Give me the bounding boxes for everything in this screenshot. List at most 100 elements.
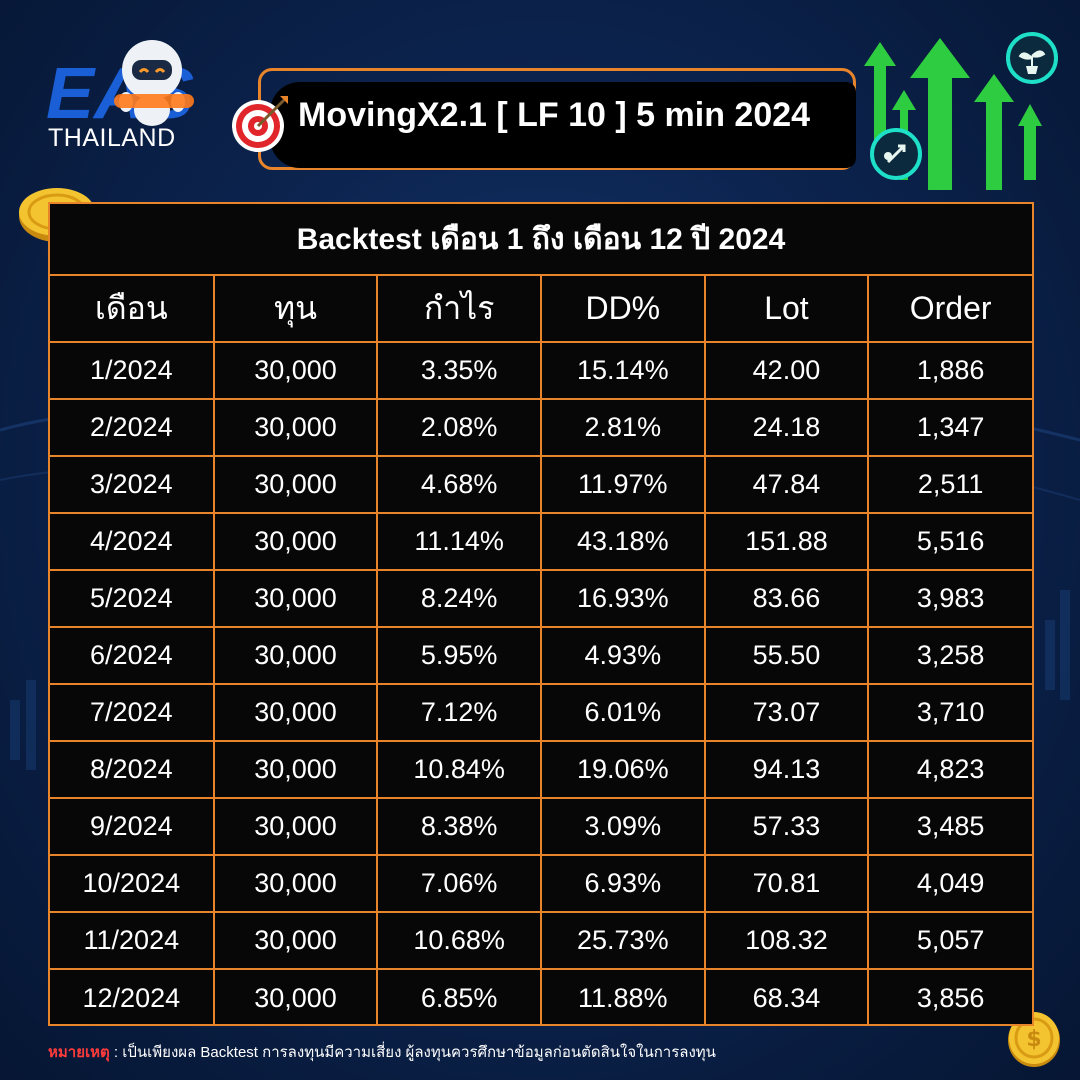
table-cell: 16.93% <box>539 569 706 628</box>
page-title: MovingX2.1 [ LF 10 ] 5 min 2024 <box>298 96 811 134</box>
table-cell: 47.84 <box>703 455 870 514</box>
table-cell: 42.00 <box>703 341 870 400</box>
table-cell: 3.09% <box>539 797 706 856</box>
table-cell: 10.84% <box>376 740 542 799</box>
table-cell: 5,516 <box>867 512 1032 571</box>
table-cell: 3,258 <box>867 626 1032 685</box>
table-cell: 4/2024 <box>50 512 215 571</box>
table-cell: 15.14% <box>539 341 706 400</box>
table-cell: 30,000 <box>212 341 379 400</box>
table-cell: 151.88 <box>703 512 870 571</box>
column-header: Order <box>867 276 1032 343</box>
table-cell: 10/2024 <box>50 854 215 913</box>
table-cell: 83.66 <box>703 569 870 628</box>
column-header: กำไร <box>376 276 542 343</box>
table-cell: 3,710 <box>867 683 1032 742</box>
table-cell: 6.01% <box>539 683 706 742</box>
table-cell: 30,000 <box>212 455 379 514</box>
table-cell: 11/2024 <box>50 911 215 970</box>
table-cell: 5,057 <box>867 911 1032 970</box>
table-cell: 4.68% <box>376 455 542 514</box>
table-cell: 7.12% <box>376 683 542 742</box>
table-cell: 2,511 <box>867 455 1032 514</box>
table-cell: 3,485 <box>867 797 1032 856</box>
growth-arrows-icon <box>864 32 1058 190</box>
table-cell: 30,000 <box>212 797 379 856</box>
table-cell: 11.97% <box>539 455 706 514</box>
table-cell: 24.18 <box>703 398 870 457</box>
table-row: 8/2024 30,000 10.84% 19.06% 94.13 4,823 <box>50 740 1032 799</box>
column-header: Lot <box>703 276 870 343</box>
table-cell: 108.32 <box>703 911 870 970</box>
table-cell: 7/2024 <box>50 683 215 742</box>
table-cell: 57.33 <box>703 797 870 856</box>
table-cell: 2/2024 <box>50 398 215 457</box>
table-cell: 10.68% <box>376 911 542 970</box>
title-banner <box>270 82 856 168</box>
table-cell: 7.06% <box>376 854 542 913</box>
column-header: เดือน <box>50 276 215 343</box>
table-cell: 30,000 <box>212 740 379 799</box>
table-cell: 68.34 <box>703 968 870 1026</box>
table-row: 10/2024 30,000 7.06% 6.93% 70.81 4,049 <box>50 854 1032 913</box>
table-cell: 12/2024 <box>50 968 215 1026</box>
table-row: 7/2024 30,000 7.12% 6.01% 73.07 3,710 <box>50 683 1032 742</box>
table-cell: 5.95% <box>376 626 542 685</box>
table-cell: 4.93% <box>539 626 706 685</box>
table-row: 9/2024 30,000 8.38% 3.09% 57.33 3,485 <box>50 797 1032 856</box>
table-cell: 8/2024 <box>50 740 215 799</box>
backtest-table: Backtest เดือน 1 ถึง เดือน 12 ปี 2024 เด… <box>48 202 1034 1026</box>
table-row: 11/2024 30,000 10.68% 25.73% 108.32 5,057 <box>50 911 1032 970</box>
note-text: : เป็นเพียงผล Backtest การลงทุนมีความเสี… <box>109 1044 716 1061</box>
disclaimer-note: หมายเหตุ : เป็นเพียงผล Backtest การลงทุน… <box>48 1040 716 1064</box>
table-row: 3/2024 30,000 4.68% 11.97% 47.84 2,511 <box>50 455 1032 514</box>
results-table: เดือน ทุน กำไร DD% Lot Order 1/2024 30,000 3.35… <box>50 276 1032 1026</box>
table-cell: 30,000 <box>212 626 379 685</box>
note-label: หมายเหตุ <box>48 1044 110 1061</box>
table-cell: 9/2024 <box>50 797 215 856</box>
table-cell: 55.50 <box>703 626 870 685</box>
table-cell: 11.14% <box>376 512 542 571</box>
table-cell: 73.07 <box>703 683 870 742</box>
table-cell: 43.18% <box>539 512 706 571</box>
table-cell: 3/2024 <box>50 455 215 514</box>
table-cell: 1/2024 <box>50 341 215 400</box>
svg-text:$: $ <box>1026 1027 1041 1052</box>
column-header: ทุน <box>212 276 379 343</box>
table-row: 5/2024 30,000 8.24% 16.93% 83.66 3,983 <box>50 569 1032 628</box>
table-cell: 30,000 <box>212 968 379 1026</box>
table-row: 2/2024 30,000 2.08% 2.81% 24.18 1,347 <box>50 398 1032 457</box>
table-cell: 8.24% <box>376 569 542 628</box>
table-cell: 30,000 <box>212 854 379 913</box>
table-cell: 4,049 <box>867 854 1032 913</box>
table-cell: 30,000 <box>212 398 379 457</box>
table-row: 12/2024 30,000 6.85% 11.88% 68.34 3,856 <box>50 968 1032 1026</box>
table-cell: 3,983 <box>867 569 1032 628</box>
table-cell: 5/2024 <box>50 569 215 628</box>
table-cell: 3.35% <box>376 341 542 400</box>
table-cell: 4,823 <box>867 740 1032 799</box>
table-cell: 6/2024 <box>50 626 215 685</box>
robot-mascot-icon <box>114 40 194 126</box>
table-row: 6/2024 30,000 5.95% 4.93% 55.50 3,258 <box>50 626 1032 685</box>
eas-logo: EAS <box>46 40 194 134</box>
column-header: DD% <box>539 276 706 343</box>
table-cell: 8.38% <box>376 797 542 856</box>
table-header-row: เดือน ทุน กำไร DD% Lot Order <box>50 276 1032 343</box>
gold-coin-icon: $ <box>1008 1012 1060 1067</box>
table-cell: 3,856 <box>867 968 1032 1026</box>
table-caption: Backtest เดือน 1 ถึง เดือน 12 ปี 2024 <box>50 204 1032 276</box>
table-cell: 6.93% <box>539 854 706 913</box>
table-cell: 19.06% <box>539 740 706 799</box>
table-cell: 2.08% <box>376 398 542 457</box>
table-cell: 30,000 <box>212 512 379 571</box>
rocket-coin-icon <box>870 128 922 180</box>
table-cell: 30,000 <box>212 569 379 628</box>
table-cell: 94.13 <box>703 740 870 799</box>
table-cell: 6.85% <box>376 968 542 1026</box>
table-cell: 11.88% <box>539 968 706 1026</box>
table-cell: 1,347 <box>867 398 1032 457</box>
table-row: 1/2024 30,000 3.35% 15.14% 42.00 1,886 <box>50 341 1032 400</box>
table-cell: 1,886 <box>867 341 1032 400</box>
table-cell: 2.81% <box>539 398 706 457</box>
